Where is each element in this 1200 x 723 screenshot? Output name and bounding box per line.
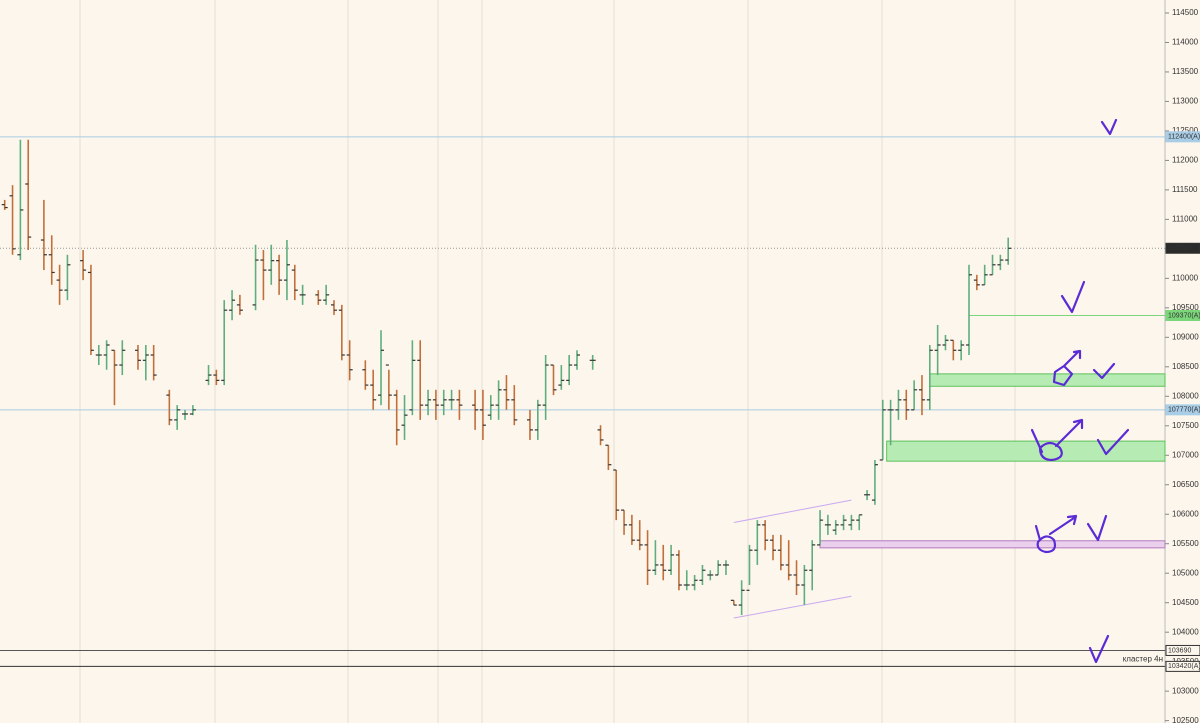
annotation: кластер 4н: [1123, 654, 1163, 663]
level-label: 103420(A): [1168, 663, 1200, 670]
y-tick-label: 105500: [1172, 539, 1199, 548]
check-mark: [1096, 428, 1130, 456]
channel-line: [733, 595, 852, 619]
handwritten-marks: [1030, 118, 1130, 664]
level-label: 110510: [1168, 245, 1191, 252]
y-tick-label: 113500: [1172, 67, 1199, 76]
y-tick-label: 106500: [1172, 480, 1199, 489]
y-tick-label: 111000: [1172, 214, 1198, 223]
zone: [886, 440, 1166, 462]
y-tick-label: 113000: [1172, 97, 1199, 106]
y-tick-label: 109000: [1172, 332, 1199, 341]
level-label-box: [1165, 660, 1200, 672]
level-label-box: [1165, 310, 1200, 322]
y-tick-label: 107000: [1172, 450, 1199, 459]
vertical-grid: [79, 0, 1016, 723]
level-label: 103690: [1168, 647, 1191, 654]
y-tick-label: 106000: [1172, 509, 1199, 518]
y-tick-label: 114000: [1172, 38, 1199, 47]
y-tick-label: 109500: [1172, 303, 1199, 312]
zone: [819, 540, 1166, 549]
check-mark: [1060, 280, 1086, 314]
check-mark: [1092, 362, 1116, 380]
y-tick-label: 102500: [1172, 716, 1199, 723]
y-tick-label: 107500: [1172, 421, 1199, 430]
circle-arrow: [1030, 418, 1084, 462]
y-tick-label: 104500: [1172, 598, 1199, 607]
zone: [929, 373, 1166, 387]
y-tick-label: 108000: [1172, 391, 1199, 400]
y-tick-label: 112500: [1172, 126, 1199, 135]
level-label-box: [1165, 404, 1200, 416]
y-tick-label: 108500: [1172, 362, 1199, 371]
level-label-box: [1165, 131, 1200, 143]
level-label-box: [1165, 644, 1200, 656]
check-mark: [1088, 634, 1110, 664]
level-label: 112400(A): [1168, 134, 1200, 141]
level-label: 109370(A): [1168, 312, 1200, 319]
check-mark: [1100, 118, 1118, 136]
y-tick-label: 111500: [1172, 185, 1198, 194]
y-tick-label: 114500: [1172, 8, 1199, 17]
level-label-box: [1165, 242, 1200, 254]
y-tick-label: 110000: [1172, 273, 1199, 282]
y-tick-label: 104000: [1172, 627, 1199, 636]
channel-line: [733, 499, 852, 523]
plot: 1025001030001035001040001045001050001055…: [0, 8, 1200, 723]
y-tick-label: 112000: [1172, 156, 1199, 165]
y-tick-label: 103000: [1172, 686, 1199, 695]
y-tick-label: 105000: [1172, 568, 1199, 577]
level-label: 107770(A): [1168, 407, 1200, 414]
circle-arrow: [1052, 349, 1082, 387]
check-mark: [1086, 514, 1108, 542]
circle-arrow: [1034, 514, 1078, 554]
